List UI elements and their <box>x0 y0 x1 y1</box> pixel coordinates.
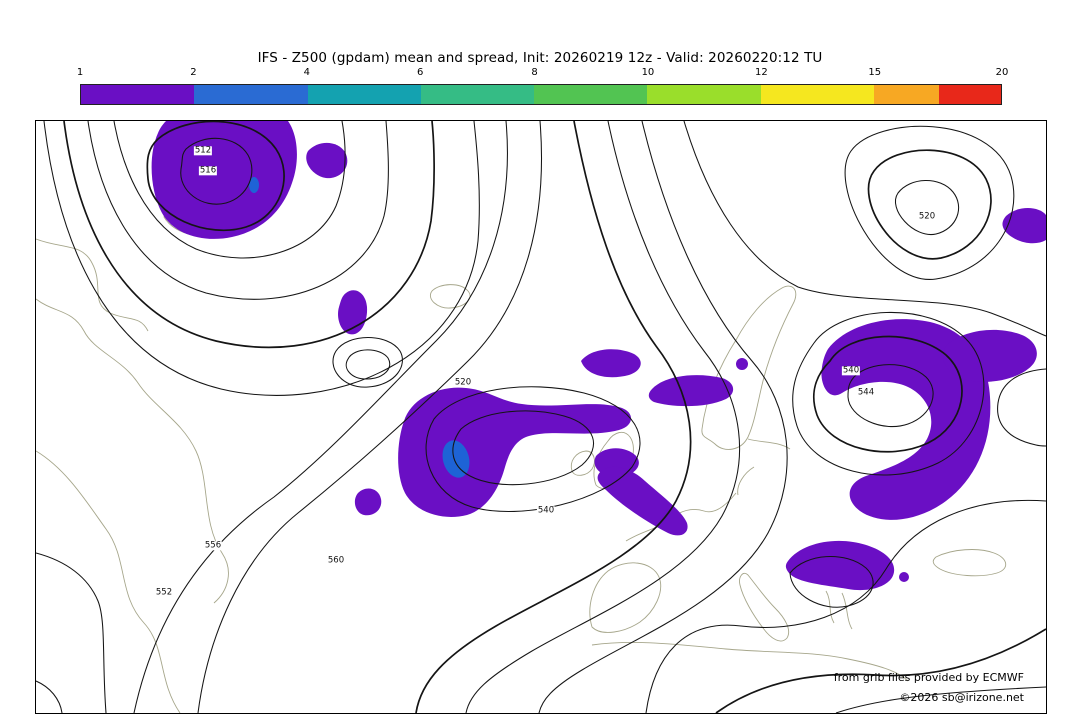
chart-title: IFS - Z500 (gpdam) mean and spread, Init… <box>257 50 823 66</box>
colorbar-segment <box>81 85 195 104</box>
colorbar-tick: 20 <box>995 67 1009 78</box>
colorbar-tick-labels: 1 2 4 6 8 10 12 15 20 <box>76 67 1009 81</box>
colorbar-tick: 1 <box>76 67 84 78</box>
colorbar-segment <box>307 85 421 104</box>
colorbar-segment <box>534 85 648 104</box>
colorbar-tick: 2 <box>190 67 197 78</box>
colorbar-segment <box>760 85 875 104</box>
map-panel: 512 516 520 540 544 520 540 552 556 560 from grib… <box>35 120 1047 714</box>
colorbar-tick: 15 <box>868 67 882 78</box>
colorbar-segment <box>874 85 939 104</box>
colorbar-tick: 4 <box>303 67 310 78</box>
credit-copyright: ©2026 sb@irizone.net <box>899 691 1024 705</box>
contour-lines-layer <box>36 121 1046 713</box>
colorbar-segment <box>194 85 308 104</box>
colorbar-segment <box>647 85 761 104</box>
spread-shading-layer <box>151 121 1046 591</box>
colorbar-segment <box>938 85 1001 104</box>
colorbar <box>80 84 1002 105</box>
colorbar-tick: 12 <box>754 67 768 78</box>
credit-source: from grib files provided by ECMWF <box>833 671 1024 685</box>
credits: from grib files provided by ECMWF ©2026 … <box>834 668 1024 708</box>
colorbar-tick: 6 <box>417 67 424 78</box>
colorbar-tick: 10 <box>641 67 655 78</box>
coastlines-layer <box>36 121 1007 713</box>
colorbar-tick: 8 <box>531 67 538 78</box>
map-canvas <box>36 121 1046 713</box>
colorbar-segment <box>420 85 535 104</box>
